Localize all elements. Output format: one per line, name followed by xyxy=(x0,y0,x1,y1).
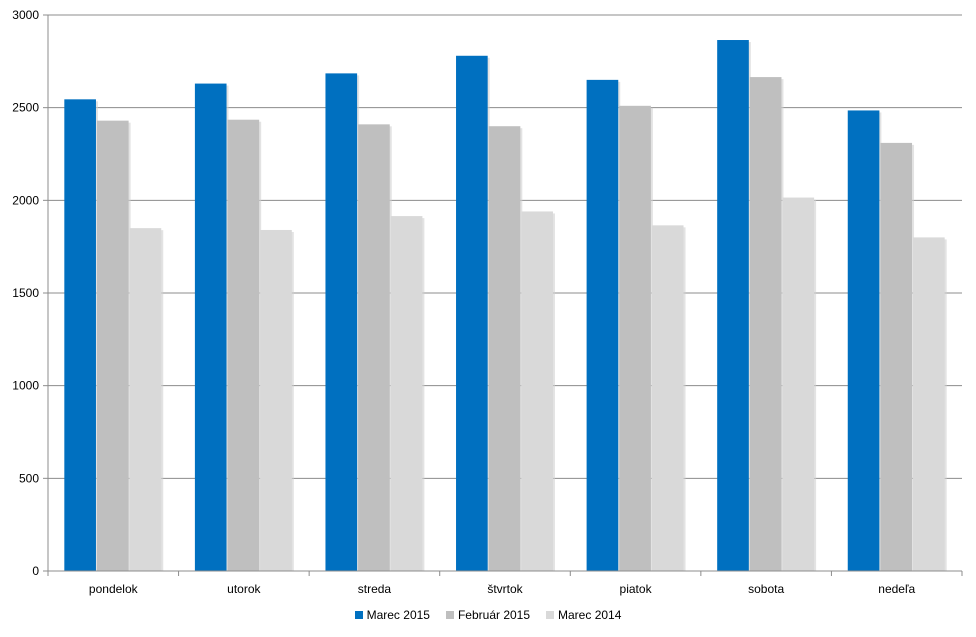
y-tick-label: 3000 xyxy=(12,8,39,22)
bar-2-1 xyxy=(260,229,292,571)
bar-1-3 xyxy=(488,126,521,571)
x-tick-label: pondelok xyxy=(89,582,139,596)
bar-1-0 xyxy=(96,120,129,571)
bar-0-1 xyxy=(194,83,227,571)
bar-0-4 xyxy=(586,79,619,571)
bar-2-6 xyxy=(913,237,945,571)
bar-1-2 xyxy=(358,124,390,571)
y-tick-label: 500 xyxy=(19,471,39,485)
legend-item-series-2: Marec 2014 xyxy=(546,608,621,622)
bars xyxy=(64,40,947,572)
y-axis: 0 500 1000 1500 2000 2500 3000 xyxy=(12,8,49,578)
legend-label-0: Marec 2015 xyxy=(366,608,430,622)
legend-item-series-0: Marec 2015 xyxy=(354,608,430,622)
bar-0-3 xyxy=(456,55,488,572)
y-tick-label: 1500 xyxy=(12,286,39,300)
bar-0-0 xyxy=(64,99,96,572)
bar-1-5 xyxy=(749,77,782,571)
legend-swatch-1 xyxy=(445,611,454,619)
y-tick-label: 2500 xyxy=(12,101,39,115)
x-tick-label: štvrtok xyxy=(487,582,523,596)
y-tick-label: 0 xyxy=(32,564,39,578)
bar-2-3 xyxy=(521,211,553,571)
bar-1-4 xyxy=(619,105,651,572)
x-tick-label: sobota xyxy=(748,582,784,596)
x-axis: pondelok utorok streda štvrtok piatok sobota n… xyxy=(47,570,963,596)
bar-2-2 xyxy=(390,216,423,571)
legend-label-1: Február 2015 xyxy=(457,608,531,622)
bar-0-2 xyxy=(325,73,358,571)
bar-1-1 xyxy=(227,119,260,572)
x-tick-label: utorok xyxy=(227,582,261,596)
bar-0-6 xyxy=(847,110,880,572)
x-tick-label: piatok xyxy=(620,582,653,596)
legend-swatch-2 xyxy=(546,611,555,619)
x-tick-label: nedeľa xyxy=(878,582,915,596)
bar-0-5 xyxy=(717,40,749,571)
y-tick-label: 2000 xyxy=(12,193,39,207)
y-tick-label: 1000 xyxy=(12,379,39,393)
bar-2-4 xyxy=(651,225,684,571)
bar-2-5 xyxy=(782,197,815,571)
legend: Marec 2015 Február 2015 Marec 2014 xyxy=(0,608,976,622)
legend-swatch-0 xyxy=(354,611,363,619)
legend-item-series-1: Február 2015 xyxy=(445,608,531,622)
bar-1-6 xyxy=(880,142,913,571)
x-tick-label: streda xyxy=(358,582,392,596)
legend-label-2: Marec 2014 xyxy=(558,608,622,622)
bar-2-0 xyxy=(129,228,162,571)
